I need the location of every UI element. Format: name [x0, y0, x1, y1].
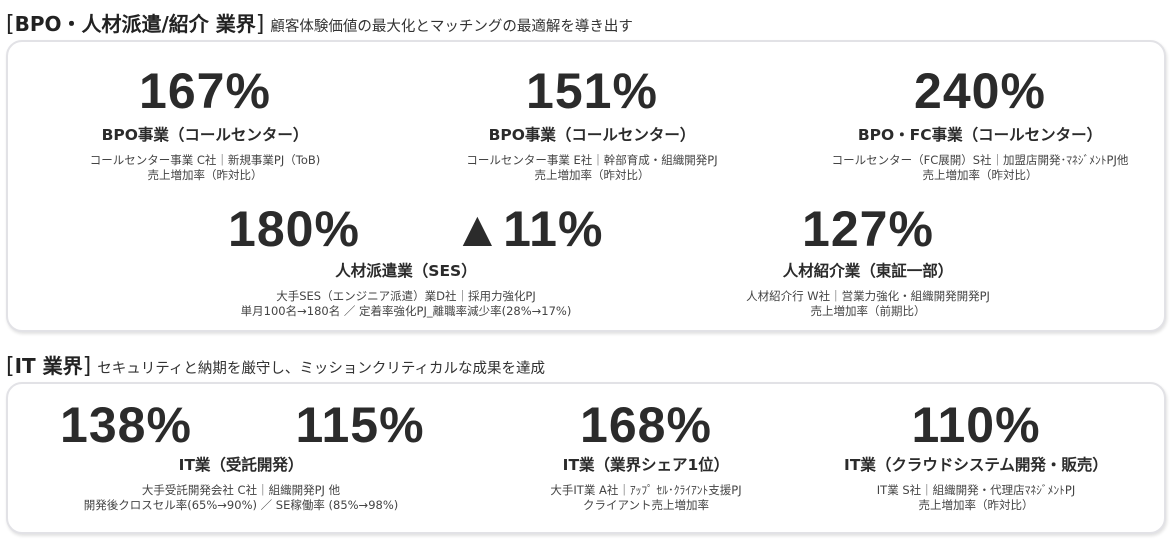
metric-label: IT業（業界シェア1位） — [562, 456, 730, 474]
metric-desc-line1: IT業 S社｜組織開発・代理店ﾏﾈｼﾞﾒﾝﾄPJ — [876, 482, 1076, 497]
section-heading-bpo: [ BPO・人材派遣/紹介 業界 ] 顧客体験価値の最大化とマッチングの最適解を… — [6, 8, 633, 37]
metric-item: 人材派遣業（SES） 大手SES（エンジニア派遣）業D社｜採用力強化PJ 単月1… — [241, 262, 572, 320]
bracket-close: ] — [82, 354, 92, 379]
metric-desc-line2: クライアント売上増加率 — [582, 498, 710, 513]
metric-desc-line1: 大手受託開発会社 C社｜組織開発PJ 他 — [141, 482, 341, 497]
metric-desc-line2: 売上増加率（昨対比） — [534, 168, 650, 183]
metric-desc-line1: コールセンター（FC展開）S社｜加盟店開発･ﾏﾈｼﾞﾒﾝﾄPJ他 — [831, 152, 1129, 167]
metric-label: IT業（受託開発） — [178, 456, 304, 474]
results-card-it: 138% 115% IT業（受託開発） 大手受託開発会社 C社｜組織開発PJ 他… — [6, 382, 1166, 534]
metric-value: 127% — [802, 201, 934, 257]
section-title: IT 業界 — [14, 354, 83, 378]
metric-value: 240% — [914, 63, 1046, 119]
metric-desc-line2: 売上増加率（昨対比） — [147, 168, 263, 183]
metric-desc-line2: 売上増加率（昨対比） — [918, 498, 1034, 513]
metric-desc-line2: 単月100名→180名 ／ 定着率強化PJ_離職率減少率(28%→17%) — [240, 304, 572, 319]
metric-label: BPO・FC事業（コールセンター） — [857, 126, 1103, 144]
metric-desc-line1: 大手IT業 A社｜ｱｯﾌﾟ ｾﾙ･ｸﾗｲｱﾝﾄ支援PJ — [550, 482, 742, 497]
section-heading-it: [ IT 業界 ] セキュリティと納期を厳守し、ミッションクリティカルな成果を達… — [6, 350, 545, 379]
metric-label: BPO事業（コールセンター） — [488, 126, 696, 144]
results-card-bpo: 167% BPO事業（コールセンター） コールセンター事業 C社｜新規事業PJ（… — [6, 40, 1166, 332]
bracket-open: [ — [6, 12, 15, 37]
section-tagline: 顧客体験価値の最大化とマッチングの最適解を導き出す — [270, 19, 633, 35]
metric-desc-line2: 売上増加率（昨対比） — [922, 168, 1038, 183]
bracket-close: ] — [255, 12, 265, 37]
metric-item: 人材紹介業（東証一部） 人材紹介行 W社｜営業力強化・組織開発開発PJ 売上増加… — [746, 262, 990, 320]
metric-value-secondary: ▲11% — [452, 201, 604, 257]
metric-value: 138% — [60, 397, 192, 453]
metric-label: 人材派遣業（SES） — [335, 262, 477, 280]
section-tagline: セキュリティと納期を厳守し、ミッションクリティカルな成果を達成 — [97, 361, 545, 377]
metric-value: 167% — [139, 63, 271, 119]
metric-desc-line1: コールセンター事業 C社｜新規事業PJ（ToB) — [89, 152, 321, 167]
metric-item: IT業（業界シェア1位） 大手IT業 A社｜ｱｯﾌﾟ ｾﾙ･ｸﾗｲｱﾝﾄ支援PJ… — [550, 456, 741, 514]
metric-item: IT業（受託開発） 大手受託開発会社 C社｜組織開発PJ 他 開発後クロスセル率… — [84, 456, 399, 514]
metric-desc-line1: 人材紹介行 W社｜営業力強化・組織開発開発PJ — [746, 288, 990, 303]
metric-value: 168% — [580, 397, 712, 453]
metric-desc-line2: 開発後クロスセル率(65%→90%) ／ SE稼働率 (85%→98%) — [83, 498, 399, 513]
metric-value: 180% — [228, 201, 360, 257]
metric-value: 151% — [526, 63, 658, 119]
metric-desc-line2: 売上増加率（前期比） — [810, 304, 926, 319]
metric-label: BPO事業（コールセンター） — [101, 126, 309, 144]
metric-label: IT業（クラウドシステム開発・販売） — [844, 456, 1108, 474]
metric-desc-line1: コールセンター事業 E社｜幹部育成・組織開発PJ — [466, 152, 718, 167]
metric-desc-line1: 大手SES（エンジニア派遣）業D社｜採用力強化PJ — [276, 288, 536, 303]
metric-item: BPO・FC事業（コールセンター） コールセンター（FC展開）S社｜加盟店開発･… — [832, 126, 1129, 184]
metric-value: 110% — [911, 397, 1041, 453]
metric-label: 人材紹介業（東証一部） — [782, 262, 954, 280]
bracket-open: [ — [6, 354, 15, 379]
metric-value-secondary: 115% — [295, 397, 425, 453]
metric-item: BPO事業（コールセンター） コールセンター事業 E社｜幹部育成・組織開発PJ … — [466, 126, 717, 184]
metric-item: IT業（クラウドシステム開発・販売） IT業 S社｜組織開発・代理店ﾏﾈｼﾞﾒﾝ… — [844, 456, 1108, 514]
metric-item: BPO事業（コールセンター） コールセンター事業 C社｜新規事業PJ（ToB) … — [90, 126, 321, 184]
section-title: BPO・人材派遣/紹介 業界 — [14, 12, 256, 36]
